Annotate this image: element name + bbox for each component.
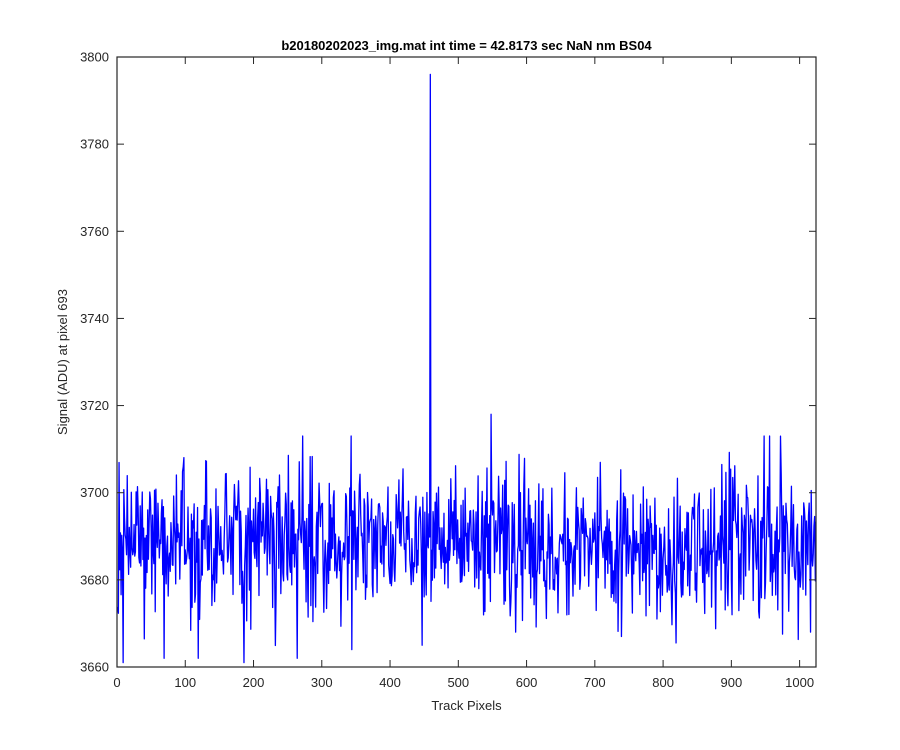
y-tick-label: 3740 [80,311,109,326]
y-tick-label: 3700 [80,485,109,500]
y-tick-label: 3760 [80,224,109,239]
x-tick-label: 700 [584,675,606,690]
x-tick-label: 800 [652,675,674,690]
x-tick-label: 400 [379,675,401,690]
x-tick-label: 500 [447,675,469,690]
y-tick-label: 3660 [80,660,109,675]
x-tick-label: 600 [516,675,538,690]
x-tick-label: 100 [174,675,196,690]
y-tick-label: 3800 [80,50,109,65]
y-tick-label: 3720 [80,398,109,413]
y-axis-label: Signal (ADU) at pixel 693 [55,289,70,435]
data-series-line [117,73,816,664]
x-tick-label: 200 [243,675,265,690]
y-tick-label: 3680 [80,572,109,587]
axes-box [116,56,817,668]
chart-title: b20180202023_img.mat int time = 42.8173 … [281,38,652,53]
x-tick-label: 1000 [785,675,814,690]
x-tick-label: 300 [311,675,333,690]
y-tick-label: 3780 [80,137,109,152]
x-tick-label: 900 [721,675,743,690]
x-tick-label: 0 [113,675,120,690]
plot-area: 0 100 200 300 400 500 600 700 800 900 1000 3660 3680… [80,50,817,690]
x-axis-label: Track Pixels [431,698,502,713]
